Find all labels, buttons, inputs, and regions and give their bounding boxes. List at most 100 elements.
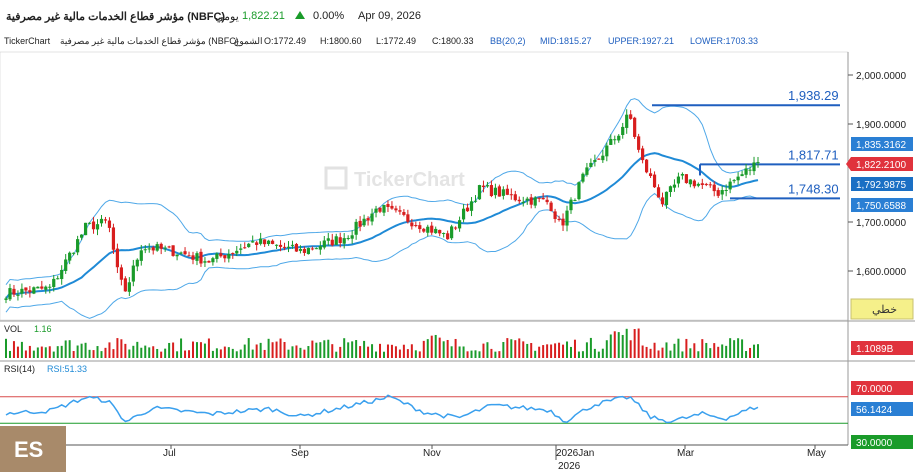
volume-bar: [502, 341, 505, 358]
candle: [565, 210, 569, 226]
candle: [720, 190, 724, 195]
candle: [557, 218, 561, 220]
candle: [143, 249, 147, 251]
candle: [270, 240, 275, 244]
volume-bar: [192, 341, 195, 358]
candle: [48, 286, 52, 288]
period-label[interactable]: يومي: [215, 11, 239, 23]
volume-bar: [339, 346, 342, 358]
volume-bar: [609, 334, 612, 358]
candle: [139, 250, 143, 261]
candle: [40, 286, 44, 289]
volume-bar: [430, 335, 433, 358]
volume-bar: [482, 343, 485, 358]
candle: [231, 253, 235, 255]
candle: [99, 218, 104, 224]
candle: [561, 218, 565, 226]
volume-bar: [713, 343, 716, 358]
volume-bar: [462, 346, 465, 358]
candle: [625, 114, 629, 128]
volume-bar: [327, 339, 330, 358]
x-tick-label: Jul: [163, 448, 176, 459]
x-tick-label: Mar: [677, 448, 695, 459]
volume-bar: [375, 351, 378, 358]
volume-bar: [80, 343, 83, 358]
corner-badge[interactable]: ES: [0, 426, 66, 472]
volume-bar: [259, 342, 262, 358]
candle: [163, 247, 167, 249]
volume-bar: [737, 338, 740, 358]
volume-bar: [88, 349, 91, 358]
candle: [111, 227, 116, 250]
candle: [227, 253, 231, 259]
volume-bar: [661, 347, 664, 358]
volume-bar: [530, 343, 533, 358]
candle: [756, 162, 760, 164]
volume-bar: [569, 346, 572, 358]
badge-rsi-lower: 30.0000: [851, 435, 913, 449]
candle: [442, 233, 446, 235]
volume-bar: [108, 342, 111, 358]
x-tick-label: Sep: [291, 448, 309, 459]
volume-bar: [239, 349, 242, 358]
candle: [549, 202, 553, 212]
volume-bar: [279, 338, 282, 358]
volume-bar: [414, 350, 417, 358]
candle: [728, 181, 732, 190]
candle: [589, 162, 593, 168]
volume-bar: [168, 342, 171, 358]
candle: [680, 174, 685, 176]
volume-bar: [486, 342, 489, 358]
volume-bar: [303, 349, 306, 358]
volume-bar: [199, 342, 202, 358]
volume-bar: [251, 349, 254, 358]
candle: [199, 251, 203, 264]
bb-mid-line: [5, 152, 759, 300]
alerts-button[interactable]: 1: [4, 53, 44, 75]
line-style-button[interactable]: خطي: [850, 298, 914, 320]
volume-bar: [5, 338, 7, 358]
volume-bar: [653, 342, 656, 358]
volume-bar: [733, 340, 736, 358]
volume-bar: [164, 348, 167, 358]
volume-bar: [379, 343, 382, 358]
volume-bar: [132, 345, 135, 358]
rsi-label: RSI(14): [4, 364, 35, 374]
price-panel[interactable]: [0, 51, 849, 321]
candle: [386, 204, 390, 208]
candle: [736, 176, 740, 181]
candle: [505, 188, 509, 195]
volume-bar: [363, 340, 366, 358]
volume-bar: [223, 346, 226, 358]
volume-bar: [645, 346, 648, 358]
volume-bar: [8, 350, 11, 358]
volume-bar: [116, 338, 119, 358]
volume-bar: [104, 347, 107, 358]
bb-upper-line: [5, 98, 759, 286]
chart-type-label[interactable]: الشموع: [234, 36, 263, 46]
candle: [346, 237, 350, 239]
x-tick-label: Nov: [423, 448, 441, 459]
candle: [613, 139, 617, 141]
candle: [593, 159, 597, 162]
candle: [521, 201, 525, 203]
volume-bar: [299, 347, 302, 358]
candle: [370, 213, 374, 222]
bb-label[interactable]: BB(20,2): [490, 36, 526, 46]
volume-bar: [669, 350, 672, 358]
candle: [545, 199, 549, 203]
volume-bar: [657, 350, 660, 358]
candle: [215, 253, 219, 259]
volume-bar: [498, 351, 501, 358]
volume-bar: [709, 348, 712, 358]
volume-bar: [478, 351, 481, 358]
svg-text:70.0000: 70.0000: [856, 384, 893, 395]
candle: [103, 219, 108, 221]
volume-bar: [705, 342, 708, 358]
volume-bar: [526, 343, 529, 358]
volume-bar: [311, 340, 314, 358]
volume-bar: [601, 348, 604, 358]
candle: [16, 294, 20, 296]
candle: [191, 255, 195, 260]
